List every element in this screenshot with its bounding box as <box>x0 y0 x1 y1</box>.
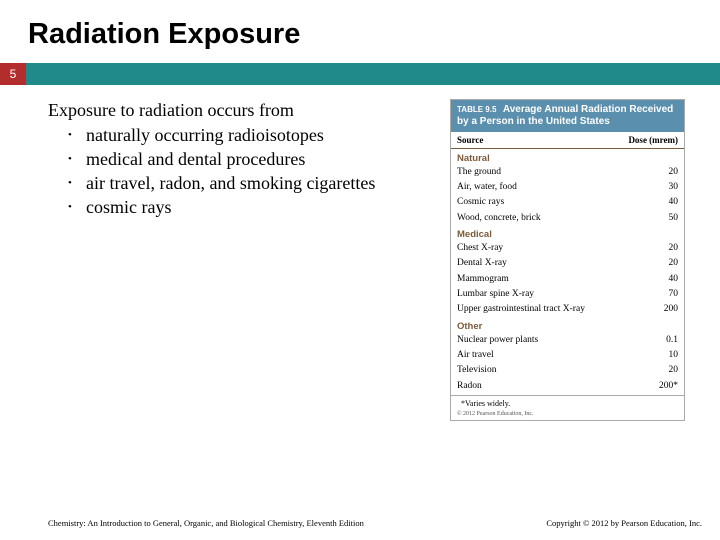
table-row: Nuclear power plants0.1 <box>451 332 684 347</box>
row-value: 40 <box>648 196 678 208</box>
table-row: Television20 <box>451 363 684 378</box>
table-row: Wood, concrete, brick50 <box>451 210 684 225</box>
row-label: Television <box>457 364 648 376</box>
row-value: 20 <box>648 257 678 269</box>
table-label: TABLE 9.5 <box>457 105 496 114</box>
intro-text: Exposure to radiation occurs from <box>48 99 438 122</box>
table-row: The ground20 <box>451 164 684 179</box>
bullet-list: naturally occurring radioisotopes medica… <box>48 124 438 219</box>
slide-number: 5 <box>0 63 26 85</box>
footer-right: Copyright © 2012 by Pearson Education, I… <box>546 518 702 528</box>
row-label: Wood, concrete, brick <box>457 212 648 224</box>
bullet-item: cosmic rays <box>68 196 438 219</box>
slide-title: Radiation Exposure <box>0 0 720 63</box>
radiation-table: TABLE 9.5 Average Annual Radiation Recei… <box>450 99 685 421</box>
row-label: Lumbar spine X-ray <box>457 288 648 300</box>
row-label: Air travel <box>457 349 648 361</box>
footer-left: Chemistry: An Introduction to General, O… <box>48 518 364 528</box>
row-label: Radon <box>457 380 648 392</box>
row-value: 200 <box>648 303 678 315</box>
table-column: TABLE 9.5 Average Annual Radiation Recei… <box>450 99 685 421</box>
bullet-item: naturally occurring radioisotopes <box>68 124 438 147</box>
row-value: 10 <box>648 349 678 361</box>
col-source: Source <box>457 135 628 145</box>
divider-bar: 5 <box>0 63 720 85</box>
row-value: 70 <box>648 288 678 300</box>
table-row: Air, water, food30 <box>451 179 684 194</box>
bullet-item: air travel, radon, and smoking cigarette… <box>68 172 438 195</box>
content-area: Exposure to radiation occurs from natura… <box>0 85 720 421</box>
section-heading: Natural <box>451 149 684 164</box>
row-value: 20 <box>648 242 678 254</box>
table-row: Dental X-ray20 <box>451 256 684 271</box>
row-value: 30 <box>648 181 678 193</box>
bullet-item: medical and dental procedures <box>68 148 438 171</box>
text-column: Exposure to radiation occurs from natura… <box>48 99 438 421</box>
table-title: TABLE 9.5 Average Annual Radiation Recei… <box>451 100 684 132</box>
row-label: Cosmic rays <box>457 196 648 208</box>
table-copyright: © 2012 Pearson Education, Inc. <box>451 410 684 420</box>
table-row: Upper gastrointestinal tract X-ray200 <box>451 302 684 317</box>
row-value: 200* <box>648 380 678 392</box>
slide-footer: Chemistry: An Introduction to General, O… <box>0 518 720 528</box>
table-row: Radon200* <box>451 378 684 393</box>
section-heading: Other <box>451 317 684 332</box>
row-label: Upper gastrointestinal tract X-ray <box>457 303 648 315</box>
table-header-row: Source Dose (mrem) <box>451 132 684 149</box>
table-footnote: *Varies widely. <box>451 396 684 410</box>
row-value: 50 <box>648 212 678 224</box>
col-dose: Dose (mrem) <box>628 135 678 145</box>
row-value: 40 <box>648 273 678 285</box>
row-label: Chest X-ray <box>457 242 648 254</box>
row-label: Dental X-ray <box>457 257 648 269</box>
row-label: Nuclear power plants <box>457 334 648 346</box>
table-row: Cosmic rays40 <box>451 195 684 210</box>
row-value: 20 <box>648 166 678 178</box>
row-value: 0.1 <box>648 334 678 346</box>
table-row: Chest X-ray20 <box>451 240 684 255</box>
row-label: The ground <box>457 166 648 178</box>
table-row: Lumbar spine X-ray70 <box>451 286 684 301</box>
section-heading: Medical <box>451 225 684 240</box>
table-row: Mammogram40 <box>451 271 684 286</box>
row-label: Mammogram <box>457 273 648 285</box>
table-row: Air travel10 <box>451 347 684 362</box>
row-value: 20 <box>648 364 678 376</box>
row-label: Air, water, food <box>457 181 648 193</box>
